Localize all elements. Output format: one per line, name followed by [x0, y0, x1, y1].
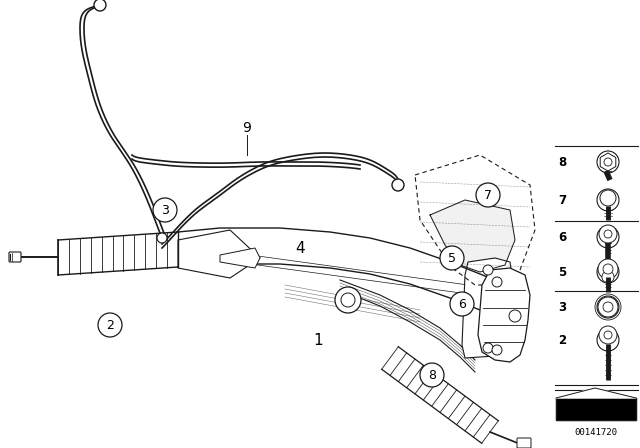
Text: 8: 8 — [428, 369, 436, 382]
Circle shape — [450, 292, 474, 316]
Circle shape — [597, 189, 619, 211]
Text: 4: 4 — [295, 241, 305, 255]
Circle shape — [597, 296, 619, 318]
FancyBboxPatch shape — [517, 438, 531, 448]
Circle shape — [603, 264, 613, 274]
Text: 2: 2 — [106, 319, 114, 332]
Polygon shape — [220, 248, 260, 268]
Polygon shape — [556, 398, 636, 420]
Polygon shape — [178, 230, 260, 278]
Circle shape — [602, 271, 614, 283]
Text: 6: 6 — [458, 297, 466, 310]
Text: 7: 7 — [484, 189, 492, 202]
Circle shape — [600, 190, 616, 206]
FancyBboxPatch shape — [9, 252, 21, 262]
Circle shape — [597, 151, 619, 173]
Text: 00141720: 00141720 — [575, 427, 618, 436]
Text: 3: 3 — [161, 203, 169, 216]
Circle shape — [98, 313, 122, 337]
Circle shape — [597, 226, 619, 248]
Circle shape — [153, 198, 177, 222]
Circle shape — [157, 233, 167, 243]
Circle shape — [509, 310, 521, 322]
Circle shape — [599, 326, 617, 344]
Text: 7: 7 — [558, 194, 566, 207]
Circle shape — [604, 230, 612, 238]
Text: 5: 5 — [448, 251, 456, 264]
Text: 1: 1 — [313, 332, 323, 348]
Circle shape — [341, 293, 355, 307]
Text: 9: 9 — [243, 121, 252, 135]
Polygon shape — [430, 200, 515, 272]
Text: 6: 6 — [558, 231, 566, 244]
Circle shape — [483, 265, 493, 275]
Text: 5: 5 — [558, 266, 566, 279]
Circle shape — [420, 363, 444, 387]
Polygon shape — [556, 388, 636, 398]
Polygon shape — [462, 258, 514, 358]
Text: 2: 2 — [558, 333, 566, 346]
Circle shape — [604, 331, 612, 339]
Circle shape — [492, 345, 502, 355]
Circle shape — [604, 158, 612, 166]
Circle shape — [598, 297, 618, 317]
Circle shape — [598, 259, 618, 279]
Circle shape — [483, 343, 493, 353]
Circle shape — [392, 179, 404, 191]
Circle shape — [492, 277, 502, 287]
Polygon shape — [478, 268, 530, 362]
Circle shape — [603, 302, 613, 312]
Circle shape — [94, 0, 106, 11]
Circle shape — [440, 246, 464, 270]
Circle shape — [335, 287, 361, 313]
Circle shape — [476, 183, 500, 207]
Text: 3: 3 — [558, 301, 566, 314]
Circle shape — [595, 294, 621, 320]
Circle shape — [597, 329, 619, 351]
Circle shape — [597, 261, 619, 283]
Polygon shape — [415, 155, 535, 285]
Circle shape — [599, 225, 617, 243]
Text: 8: 8 — [558, 155, 566, 168]
